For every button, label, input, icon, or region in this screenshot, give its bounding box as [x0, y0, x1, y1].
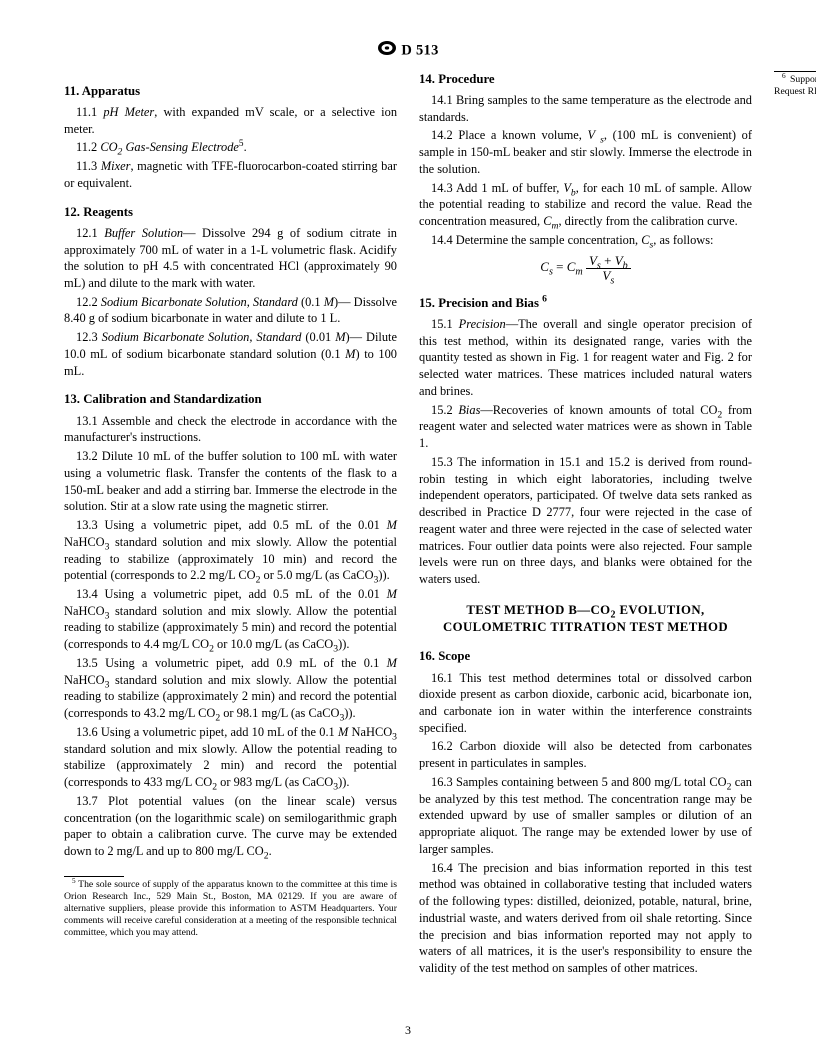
- method-b-heading: TEST METHOD B—CO2 EVOLUTION, COULOMETRIC…: [419, 602, 752, 637]
- para-13-5: 13.5 Using a volumetric pipet, add 0.9 m…: [64, 655, 397, 722]
- page: D 513 11. Apparatus 11.1 pH Meter, with …: [0, 0, 816, 1056]
- para-13-6: 13.6 Using a volumetric pipet, add 10 mL…: [64, 724, 397, 791]
- section-15-title: 15. Precision and Bias 6: [419, 295, 752, 312]
- para-12-1: 12.1 Buffer Solution— Dissolve 294 g of …: [64, 225, 397, 292]
- standard-code: D 513: [401, 43, 438, 59]
- page-header: D 513: [64, 40, 752, 63]
- equation-cs: Cs = Cm Vs + VbVs: [419, 254, 752, 282]
- para-14-2: 14.2 Place a known volume, V s, (100 mL …: [419, 127, 752, 177]
- para-11-2: 11.2 CO2 Gas-Sensing Electrode5.: [64, 139, 397, 156]
- footnote-6-block: 6 Supporting data for this test method a…: [774, 71, 816, 98]
- footnote-5: 5 The sole source of supply of the appar…: [64, 879, 397, 940]
- section-12-title: 12. Reagents: [64, 204, 397, 221]
- para-11-3: 11.3 Mixer, magnetic with TFE-fluorocarb…: [64, 158, 397, 191]
- footnote-6: 6 Supporting data for this test method a…: [774, 74, 816, 98]
- para-14-4: 14.4 Determine the sample concentration,…: [419, 232, 752, 249]
- para-15-1: 15.1 Precision—The overall and single op…: [419, 316, 752, 400]
- para-12-2: 12.2 Sodium Bicarbonate Solution, Standa…: [64, 294, 397, 327]
- para-13-1: 13.1 Assemble and check the electrode in…: [64, 413, 397, 446]
- para-13-3: 13.3 Using a volumetric pipet, add 0.5 m…: [64, 517, 397, 584]
- para-16-2: 16.2 Carbon dioxide will also be detecte…: [419, 738, 752, 771]
- para-12-3: 12.3 Sodium Bicarbonate Solution, Standa…: [64, 329, 397, 379]
- content-columns: 11. Apparatus 11.1 pH Meter, with expand…: [64, 71, 752, 981]
- section-16-title: 16. Scope: [419, 648, 752, 665]
- para-11-1: 11.1 pH Meter, with expanded mV scale, o…: [64, 104, 397, 137]
- para-16-4: 16.4 The precision and bias information …: [419, 860, 752, 977]
- para-13-4: 13.4 Using a volumetric pipet, add 0.5 m…: [64, 586, 397, 653]
- para-16-3: 16.3 Samples containing between 5 and 80…: [419, 774, 752, 858]
- para-13-2: 13.2 Dilute 10 mL of the buffer solution…: [64, 448, 397, 515]
- para-14-1: 14.1 Bring samples to the same temperatu…: [419, 92, 752, 125]
- astm-logo-icon: [377, 40, 397, 63]
- section-11-title: 11. Apparatus: [64, 83, 397, 100]
- page-number: 3: [0, 1022, 816, 1038]
- para-14-3: 14.3 Add 1 mL of buffer, Vb, for each 10…: [419, 180, 752, 230]
- section-13-title: 13. Calibration and Standardization: [64, 391, 397, 408]
- para-15-2: 15.2 Bias—Recoveries of known amounts of…: [419, 402, 752, 452]
- para-15-3: 15.3 The information in 15.1 and 15.2 is…: [419, 454, 752, 588]
- footnote-separator: [774, 71, 816, 72]
- footnote-5-block: 5 The sole source of supply of the appar…: [64, 876, 397, 940]
- section-14-title: 14. Procedure: [419, 71, 752, 88]
- para-13-7: 13.7 Plot potential values (on the linea…: [64, 793, 397, 860]
- para-16-1: 16.1 This test method determines total o…: [419, 670, 752, 737]
